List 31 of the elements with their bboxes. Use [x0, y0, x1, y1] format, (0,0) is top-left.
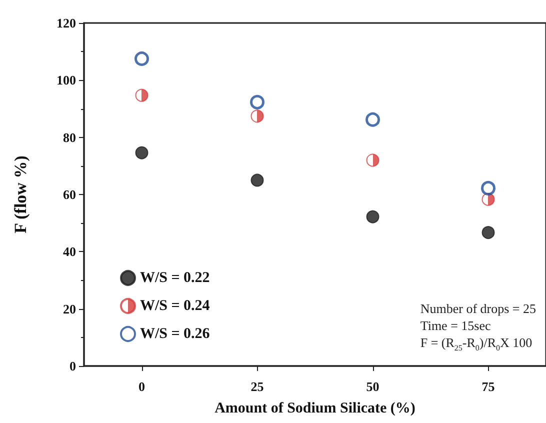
point [366, 154, 380, 167]
x-tick-label: 50 [366, 379, 380, 394]
point [481, 180, 496, 196]
point [250, 94, 264, 110]
x-axis-title: Amount of Sodium Silicate (%) [214, 400, 416, 416]
y-tick-label: 80 [63, 130, 76, 145]
y-tick-label: 20 [63, 301, 76, 316]
point [482, 192, 495, 206]
x-tick-label: 25 [250, 379, 264, 394]
point [135, 88, 148, 102]
y-tick-label: 60 [63, 187, 76, 202]
annotation: F = (R$_{25}$-R$_{0}$)/R$_{0}$X 100 [420, 334, 534, 355]
point [366, 210, 380, 224]
point [250, 110, 264, 123]
point [482, 226, 495, 240]
x-tick-label: 75 [482, 379, 496, 394]
legend-label: W/S = 0.22 [140, 270, 210, 286]
y-tick-label: 100 [56, 72, 76, 88]
annotation: Number of drops = 25 [420, 300, 536, 317]
y-tick-label: 0 [70, 358, 76, 374]
legend-label: W/S = 0.26 [140, 326, 210, 342]
annotation: Time = 15sec [420, 317, 492, 334]
point [250, 174, 264, 187]
point [134, 51, 149, 66]
point [366, 112, 380, 127]
x-tick-label: 0 [138, 379, 145, 394]
y-tick-label: 40 [63, 244, 76, 260]
legend-label: W/S = 0.24 [140, 298, 210, 314]
y-tick-label: 120 [56, 16, 76, 30]
y-axis-title: F (flow %) [11, 156, 30, 234]
point [135, 146, 148, 160]
